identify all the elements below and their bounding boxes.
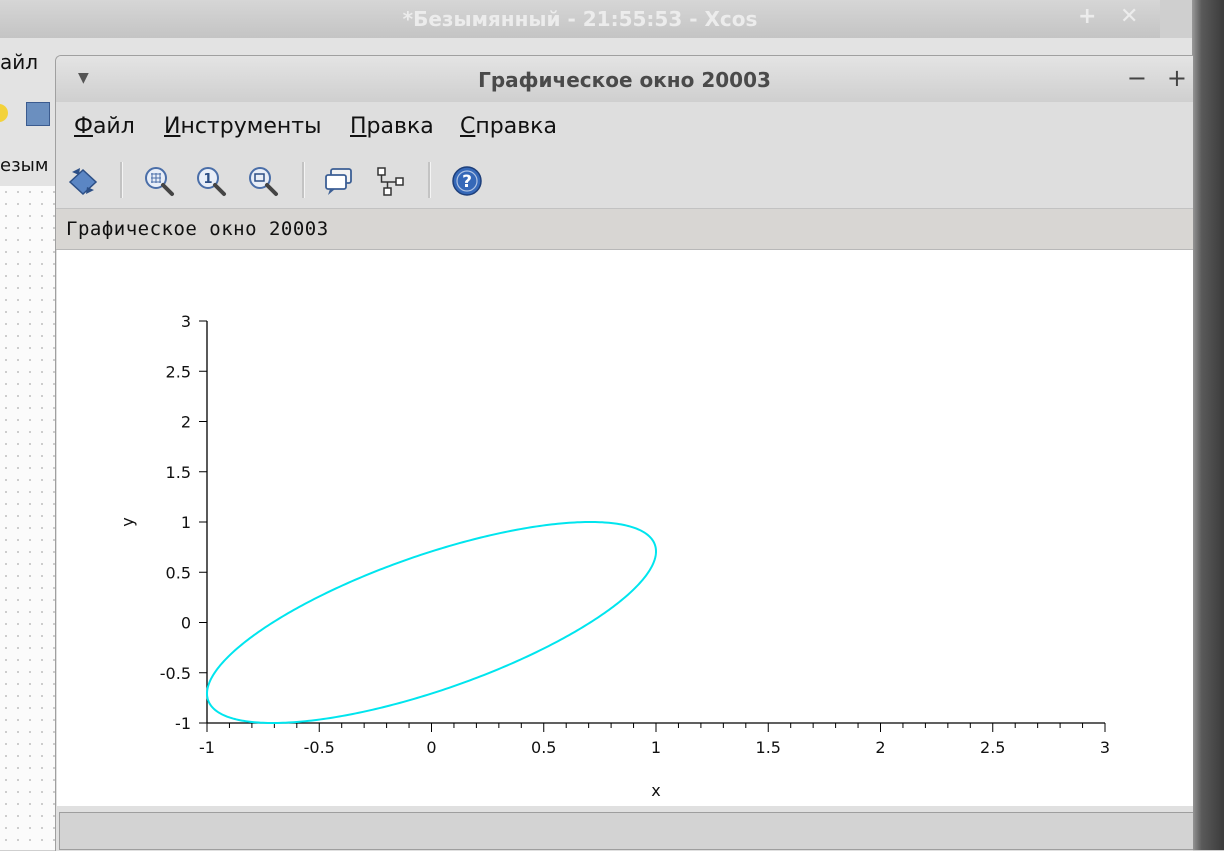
x-tick-label: 1 <box>651 738 661 757</box>
y-tick-label: 0.5 <box>166 563 191 582</box>
y-tick-label: 2 <box>181 413 191 432</box>
y-axis-label: y <box>118 517 137 526</box>
svg-text:?: ? <box>462 172 472 192</box>
menu-edit[interactable]: Правка <box>350 114 434 139</box>
menu-tools-mnemonic: И <box>164 114 181 139</box>
xcos-diagram-canvas[interactable] <box>0 186 55 850</box>
toolbar-separator <box>120 162 123 198</box>
series-group <box>205 520 658 725</box>
figure-header <box>56 209 1193 250</box>
x-tick-label: 1.5 <box>756 738 781 757</box>
window-menu-icon[interactable]: ▼ <box>78 70 89 86</box>
plot-svg[interactable]: -1 -0.5 0 0.5 1 1.5 2 2.5 3 -1 -0.5 0 0.5 1 1.5 2 2.5 3 x… <box>57 250 1193 806</box>
background-menu-file[interactable]: айл <box>0 50 39 74</box>
x-tick-label: -0.5 <box>304 738 335 757</box>
y-tick-label: -0.5 <box>160 664 191 683</box>
toolbar-separator <box>428 162 431 198</box>
x-tick-label: 3 <box>1100 738 1110 757</box>
menu-help[interactable]: Справка <box>460 114 557 139</box>
new-diagram-icon[interactable] <box>0 104 8 122</box>
background-window-titlebar: *Безымянный - 21:55:53 - Xcos + ✕ <box>0 0 1160 39</box>
help-icon[interactable]: ? <box>450 164 484 198</box>
toolbar <box>56 154 1193 209</box>
x-axis-label: x <box>651 781 660 800</box>
x-tick-label: 2.5 <box>980 738 1005 757</box>
menu-help-mnemonic: С <box>460 114 476 139</box>
x-tick-label: 0.5 <box>531 738 556 757</box>
plot-area[interactable]: -1 -0.5 0 0.5 1 1.5 2 2.5 3 -1 -0.5 0 0.5 1 1.5 2 2.5 3 x… <box>57 250 1193 806</box>
svg-text:1: 1 <box>203 172 212 187</box>
graphic-window: ▼ Графическое окно 20003 − + Файл Инстру… <box>55 55 1193 851</box>
y-tick-label: 1 <box>181 513 191 532</box>
menu-tools-label: нструменты <box>180 114 322 139</box>
open-folder-icon[interactable] <box>26 102 50 126</box>
series-line-0 <box>205 520 658 725</box>
y-tick-label: 1.5 <box>166 463 191 482</box>
axes: -1 -0.5 0 0.5 1 1.5 2 2.5 3 -1 -0.5 0 0.5 1 1.5 2 2.5 3 <box>160 312 1110 757</box>
y-tick-label: 2.5 <box>166 362 191 381</box>
y-tick-label: 0 <box>181 614 191 633</box>
menu-file-label: айл <box>92 114 135 139</box>
background-close-icon[interactable]: ✕ <box>1120 4 1139 29</box>
datatip-icon[interactable] <box>322 164 356 198</box>
status-bar <box>59 812 1193 850</box>
background-window-title: *Безымянный - 21:55:53 - Xcos <box>402 7 758 31</box>
graphic-window-titlebar[interactable]: ▼ Графическое окно 20003 − + <box>56 56 1193 102</box>
y-tick-label: 3 <box>181 312 191 331</box>
menu-file[interactable]: Файл <box>74 114 135 139</box>
toolbar-separator <box>302 162 305 198</box>
background-maximize-icon[interactable]: + <box>1078 4 1097 29</box>
minimize-icon[interactable]: − <box>1126 64 1147 92</box>
maximize-icon[interactable]: + <box>1166 64 1187 92</box>
graphic-window-title: Графическое окно 20003 <box>478 68 771 92</box>
background-tab[interactable]: езым <box>0 155 49 176</box>
menu-edit-label: равка <box>366 114 434 139</box>
x-tick-label: 2 <box>875 738 885 757</box>
menu-bar <box>56 102 1193 154</box>
figure-header-label: Графическое окно 20003 <box>66 218 329 240</box>
desktop-edge <box>1192 0 1224 850</box>
menu-tools[interactable]: Инструменты <box>164 114 321 139</box>
menu-edit-mnemonic: П <box>350 114 367 139</box>
zoom-in-icon[interactable] <box>142 164 176 198</box>
tree-icon[interactable] <box>374 164 408 198</box>
x-tick-label: -1 <box>199 738 215 757</box>
zoom-reset-icon[interactable]: 1 <box>194 164 228 198</box>
rotate-icon[interactable] <box>66 164 100 198</box>
menu-file-mnemonic: Ф <box>74 114 93 139</box>
zoom-area-icon[interactable] <box>246 164 280 198</box>
x-tick-label: 0 <box>426 738 436 757</box>
menu-help-label: правка <box>475 114 557 139</box>
y-tick-label: -1 <box>175 714 191 733</box>
